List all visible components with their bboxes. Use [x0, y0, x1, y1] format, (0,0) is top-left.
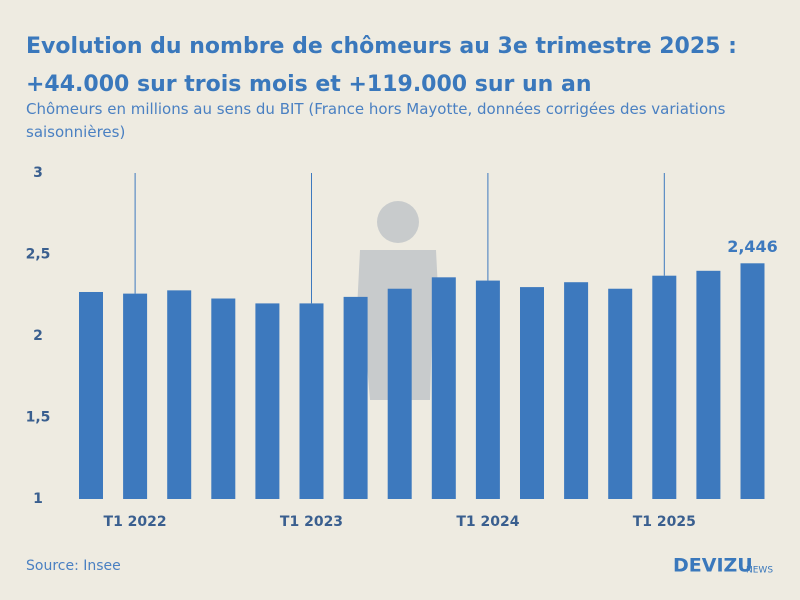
bar [431, 277, 456, 499]
bar [608, 288, 633, 499]
bar [564, 282, 589, 499]
source: Source: Insee [26, 558, 121, 574]
x-tick-label: T1 2022 [104, 514, 167, 530]
bar [520, 287, 544, 499]
subtitle-line: saisonnières) [26, 123, 126, 141]
bar [211, 298, 236, 499]
y-tick-label: 1,5 [26, 410, 51, 426]
bar [696, 270, 721, 499]
brand: DEVIZU [673, 555, 753, 577]
bar [299, 303, 324, 499]
bar [255, 303, 280, 499]
x-tick-label: T1 2023 [280, 514, 343, 530]
x-tick-label: T1 2024 [456, 514, 519, 530]
bar [123, 293, 148, 499]
chart-subtitle: Chômeurs en millions au sens du BIT (Fra… [26, 98, 725, 144]
bar [343, 296, 368, 499]
x-tick-label: T1 2025 [633, 514, 696, 530]
bar [79, 291, 103, 499]
bar [475, 280, 500, 499]
bar [167, 290, 192, 499]
bar [740, 263, 765, 499]
y-tick-label: 2 [33, 328, 43, 344]
y-tick-label: 1 [33, 491, 43, 507]
subtitle-line: Chômeurs en millions au sens du BIT (Fra… [26, 100, 726, 118]
brand-suffix: NEWS [746, 566, 773, 576]
value-label: 2,446 [727, 237, 778, 256]
y-tick-label: 2,5 [26, 247, 51, 263]
bar [652, 275, 677, 499]
y-tick-label: 3 [33, 165, 43, 181]
title-line: Evolution du nombre de chômeurs au 3e tr… [26, 34, 737, 59]
chart-title: Evolution du nombre de chômeurs au 3e tr… [26, 28, 737, 104]
title-line: +44.000 sur trois mois et +119.000 sur u… [26, 72, 592, 97]
bar [387, 288, 412, 499]
